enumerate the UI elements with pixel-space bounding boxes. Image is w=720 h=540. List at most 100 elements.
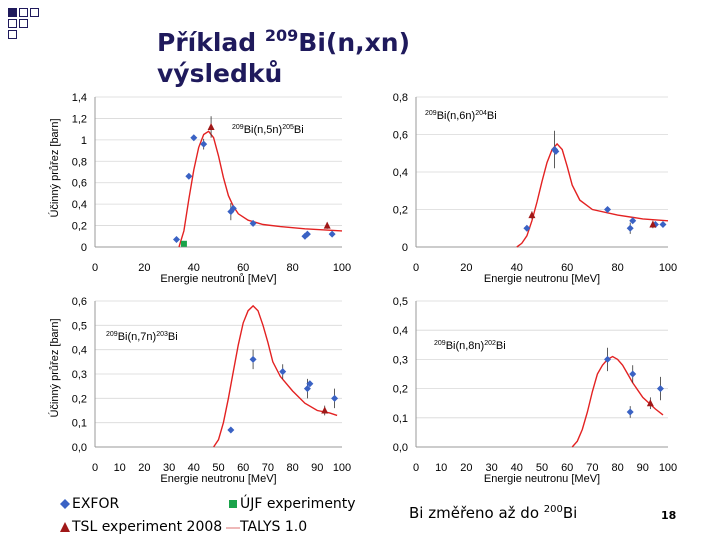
exfor-point — [626, 224, 634, 232]
exfor-point — [656, 385, 664, 393]
y-tick-label: 0,0 — [72, 442, 87, 454]
reaction-label-sup: 204 — [475, 110, 487, 117]
reaction-label-text: Bi(n,7n) — [118, 331, 157, 343]
exfor-point — [190, 134, 198, 142]
talys-curve — [571, 355, 664, 448]
legend-talys-marker — [226, 527, 240, 529]
y-axis-label: Účinný průřez [barn] — [48, 318, 61, 417]
talys-curve — [213, 304, 338, 448]
y-tick-label: 0,0 — [393, 442, 408, 454]
reaction-label-text: Bi — [168, 331, 178, 343]
exfor-point — [328, 230, 336, 238]
reaction-label-sup: 202 — [484, 340, 496, 347]
tsl-point — [207, 123, 215, 130]
reaction-label-sup: 205 — [282, 124, 294, 131]
y-tick-label: 0,8 — [393, 92, 408, 104]
legend-talys-label: TALYS 1.0 — [240, 519, 308, 535]
x-tick-label: 10 — [435, 462, 447, 474]
y-tick-label: 0,6 — [393, 130, 408, 142]
x-axis-label: Energie neutronu [MeV] — [484, 273, 600, 285]
x-tick-label: 90 — [637, 462, 649, 474]
x-tick-label: 100 — [333, 462, 351, 474]
exfor-point — [229, 204, 237, 212]
page-number: 18 — [661, 509, 677, 522]
legend-ujf-marker — [229, 500, 237, 508]
chart-panel-3: 0,0 0,1 0,2 0,3 0,4 0,5 0,6 0 10 20 30 40 50 60 70 80 90… — [48, 296, 351, 485]
x-tick-label: 80 — [286, 262, 298, 274]
y-tick-label: 0,4 — [393, 325, 408, 337]
chart-panel-4: 0,0 0,1 0,2 0,3 0,4 0,5 0 10 20 30 40 50 60 70 80 90 100… — [393, 296, 677, 485]
x-tick-label: 80 — [611, 262, 623, 274]
reaction-label: 209Bi(n,6n)204Bi — [425, 110, 497, 122]
page-title: Příklad 209Bi(n,xn) výsledků — [157, 20, 410, 89]
x-tick-label: 40 — [188, 262, 200, 274]
note-sup: 200 — [543, 504, 563, 515]
legend-tsl-marker — [60, 522, 70, 532]
legend-ujf-label: ÚJF experimenty — [240, 496, 356, 512]
exfor-point — [552, 147, 560, 155]
legend-tsl-label: TSL experiment 2008 — [72, 519, 223, 535]
x-tick-label: 50 — [212, 462, 224, 474]
x-tick-label: 0 — [413, 262, 419, 274]
legend-exfor-marker — [60, 499, 70, 509]
corner-square-1 — [8, 8, 17, 17]
x-tick-label: 90 — [311, 462, 323, 474]
x-tick-label: 60 — [237, 462, 249, 474]
exfor-point — [249, 219, 257, 227]
x-tick-label: 100 — [333, 262, 351, 274]
y-tick-label: 1 — [81, 135, 87, 147]
title-line2: výsledků — [157, 59, 283, 88]
x-tick-label: 50 — [536, 462, 548, 474]
x-tick-label: 40 — [511, 462, 523, 474]
y-tick-label: 0,1 — [393, 413, 408, 425]
y-tick-label: 0 — [402, 242, 408, 254]
reaction-label: 209Bi(n,5n)205Bi — [232, 124, 304, 136]
talys-curve — [178, 130, 343, 248]
talys-curve — [516, 142, 669, 248]
x-tick-label: 40 — [511, 262, 523, 274]
exfor-point — [659, 221, 667, 228]
x-axis-label: Energie neutronu [MeV] — [160, 473, 276, 485]
tsl-point — [528, 211, 536, 219]
x-tick-label: 80 — [286, 462, 298, 474]
y-tick-label: 0 — [81, 242, 87, 254]
corner-square-6 — [8, 30, 17, 39]
exfor-point — [523, 224, 531, 232]
exfor-point — [629, 217, 637, 225]
corner-square-2 — [19, 8, 28, 17]
x-axis-label: Energie neutronů [MeV] — [160, 273, 276, 285]
x-tick-label: 100 — [659, 462, 677, 474]
y-tick-label: 0,2 — [72, 393, 87, 405]
exfor-point — [185, 172, 193, 180]
exfor-point — [331, 394, 339, 402]
x-tick-label: 30 — [485, 462, 497, 474]
x-tick-label: 20 — [460, 262, 472, 274]
tsl-point — [321, 406, 329, 414]
ujf-point — [180, 240, 187, 247]
exfor-point — [227, 426, 235, 434]
reaction-label-sup: 209 — [434, 340, 446, 347]
y-tick-label: 0,2 — [393, 384, 408, 396]
exfor-point — [626, 408, 634, 416]
exfor-point — [303, 230, 311, 238]
reaction-label-text: Bi — [294, 124, 304, 136]
x-tick-label: 100 — [659, 262, 677, 274]
chart-panel-1: 0 0,2 0,4 0,6 0,8 1 1,2 1,4 0 20 40 60 80 100 Energie … — [48, 92, 351, 285]
x-axis-label: Energie neutronu [MeV] — [484, 473, 600, 485]
x-tick-label: 0 — [413, 462, 419, 474]
note-text: Bi změřeno až do 200Bi — [409, 504, 577, 522]
y-tick-label: 0,6 — [72, 296, 87, 308]
legend-exfor-label: EXFOR — [72, 496, 120, 512]
exfor-point — [279, 368, 287, 376]
corner-square-4 — [19, 19, 28, 28]
y-tick-label: 0,2 — [72, 221, 87, 233]
y-axis-label: Účinný průřez [barn] — [48, 118, 61, 217]
x-tick-label: 60 — [561, 262, 573, 274]
note-suffix: Bi — [562, 504, 578, 522]
exfor-point — [200, 140, 208, 148]
reaction-label-text: Bi(n,8n) — [446, 340, 485, 352]
note-prefix: Bi změřeno až do — [409, 504, 544, 522]
x-tick-label: 30 — [163, 462, 175, 474]
x-tick-label: 20 — [138, 462, 150, 474]
